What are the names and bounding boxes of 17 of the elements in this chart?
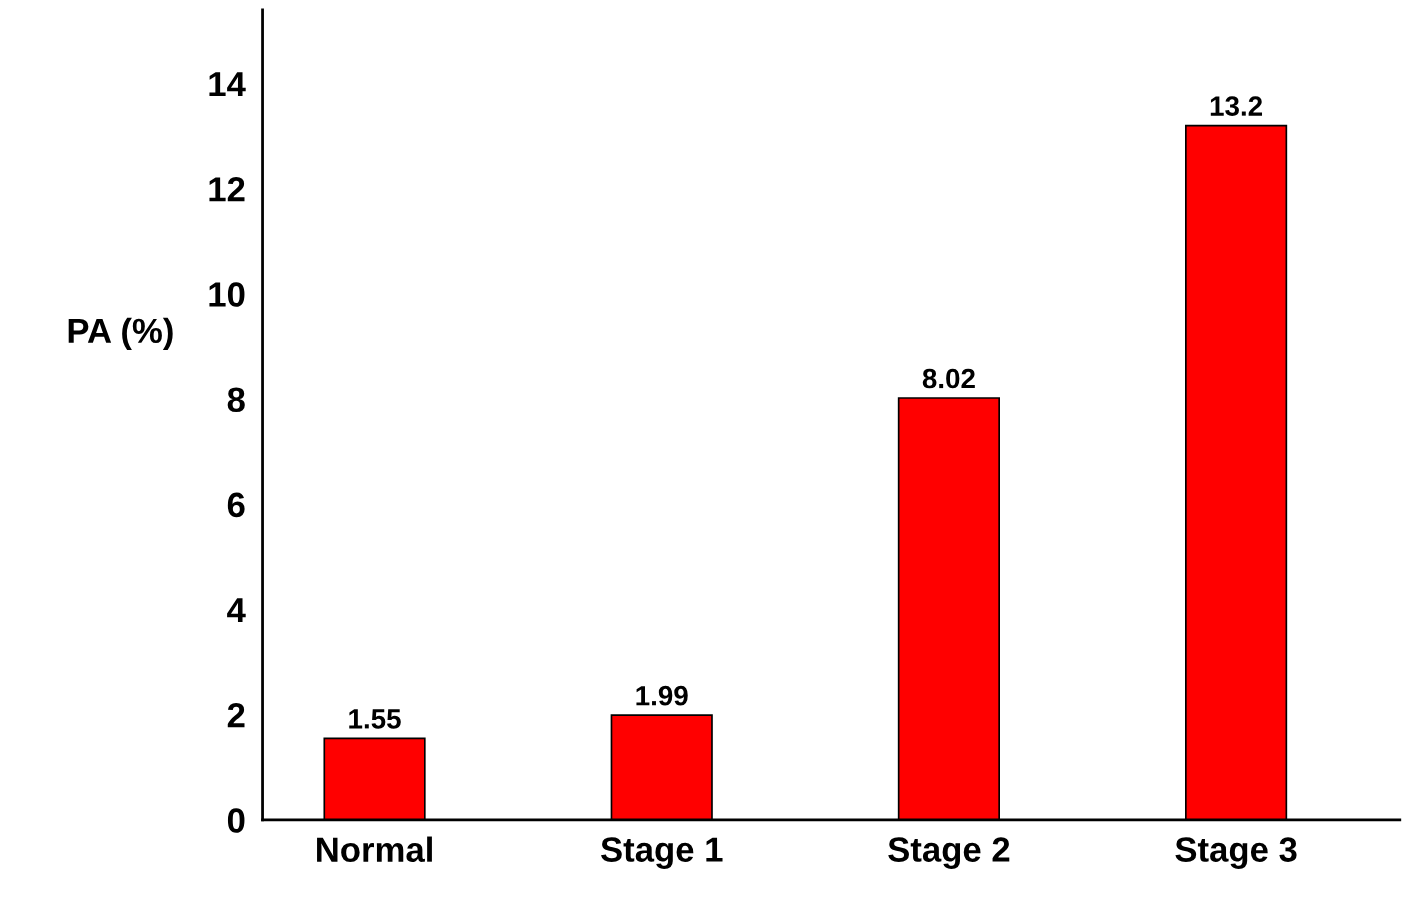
- y-tick-label: 12: [209, 177, 245, 202]
- y-tick-label: 14: [209, 72, 246, 97]
- data-label: 13.2: [1210, 96, 1263, 116]
- y-tick-label: 6: [227, 492, 245, 518]
- x-tick-label: Stage 1: [600, 837, 723, 869]
- data-label: 1.55: [349, 709, 401, 729]
- y-tick-label: 8: [227, 387, 245, 413]
- y-tick-label: 0: [227, 808, 245, 833]
- y-tick-label: 2: [227, 703, 245, 728]
- data-label: 1.99: [636, 685, 688, 706]
- y-tick-label: 4: [227, 598, 246, 623]
- y-axis-title: PA (%): [68, 317, 173, 351]
- y-tick-label: 10: [209, 282, 245, 307]
- data-label: 8.02: [922, 368, 975, 389]
- x-tick-label: Stage 3: [1175, 837, 1297, 869]
- x-tick-label: Stage 2: [888, 837, 1010, 869]
- x-tick-label: Normal: [317, 836, 432, 863]
